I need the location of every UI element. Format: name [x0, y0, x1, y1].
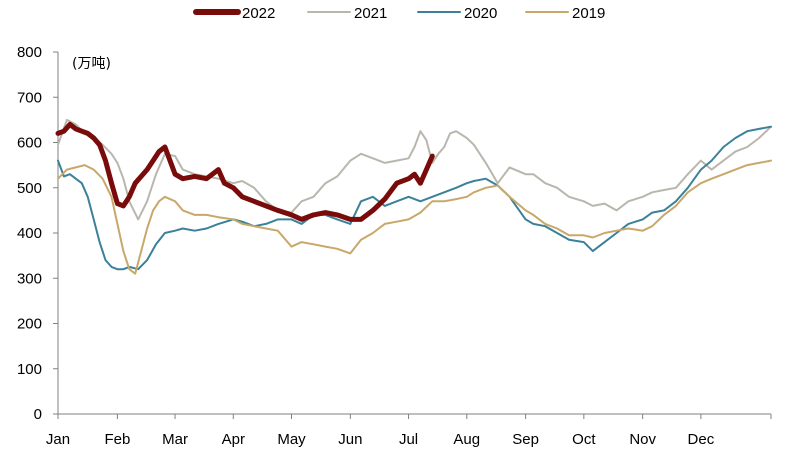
y-tick-label: 500 [17, 180, 42, 197]
y-tick-label: 100 [17, 361, 42, 378]
chart-series [55, 118, 772, 275]
x-tick-label: Mar [162, 431, 188, 448]
x-tick-label: Sep [512, 431, 539, 448]
series-line-2019 [57, 159, 772, 275]
legend-label-2022: 2022 [242, 5, 275, 22]
y-axis: 0 100 200 300 400 500 600 700 800 [17, 44, 59, 423]
y-tick-label: 600 [17, 135, 42, 152]
y-tick-label: 700 [17, 89, 42, 106]
x-tick-label: Oct [572, 431, 596, 448]
y-tick-label: 400 [17, 225, 42, 242]
x-tick-label: Dec [688, 431, 715, 448]
legend-label-2021: 2021 [354, 5, 387, 22]
x-tick-label: Jul [399, 431, 418, 448]
y-tick-label: 200 [17, 316, 42, 333]
x-tick-label: Jun [338, 431, 362, 448]
y-axis-unit-label: (万吨) [72, 56, 111, 72]
x-tick-label: May [277, 431, 306, 448]
series-line-2022 [55, 121, 435, 222]
series-line-2020 [57, 125, 772, 271]
chart-legend: 2022 2021 2020 2019 [193, 5, 605, 22]
x-axis: Jan Feb Mar Apr May Jun Jul Aug Sep Oct Nov Dec [46, 413, 772, 448]
x-tick-label: Nov [629, 431, 656, 448]
y-tick-label: 300 [17, 270, 42, 287]
y-tick-label: 800 [17, 44, 42, 61]
legend-label-2020: 2020 [464, 5, 497, 22]
y-tick-label: 0 [34, 406, 42, 423]
series-line-2021 [57, 118, 772, 221]
legend-label-2019: 2019 [572, 5, 605, 22]
x-tick-label: Feb [104, 431, 130, 448]
x-tick-label: Aug [453, 431, 480, 448]
x-tick-label: Apr [222, 431, 245, 448]
x-tick-label: Jan [46, 431, 70, 448]
